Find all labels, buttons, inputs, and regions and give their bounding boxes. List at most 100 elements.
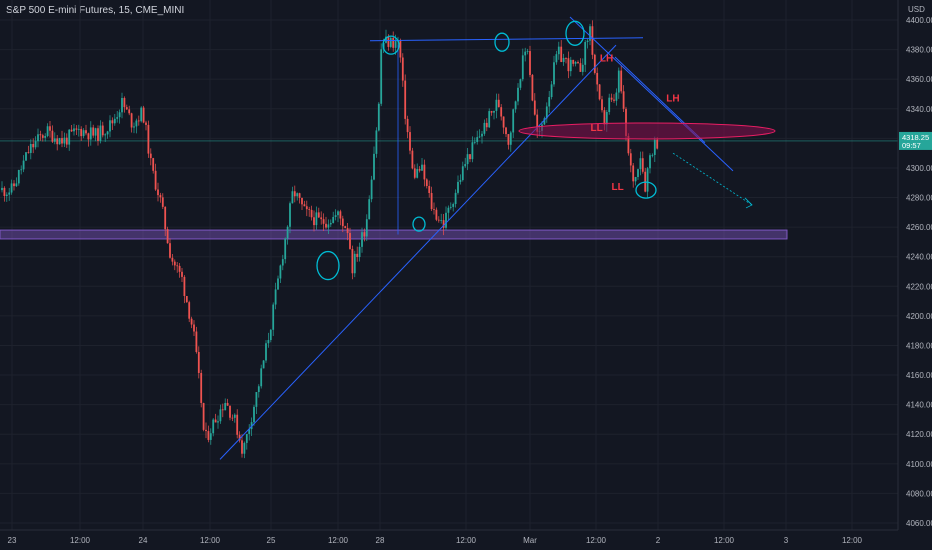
candle-body: [149, 153, 152, 159]
candle: [641, 151, 644, 174]
candle-body: [507, 134, 510, 145]
candle: [233, 413, 236, 423]
candle: [344, 225, 347, 229]
candle-body: [226, 402, 229, 406]
candle-body: [207, 431, 210, 440]
candle-body: [617, 70, 620, 93]
candle-body: [404, 80, 407, 119]
candle: [99, 120, 102, 144]
candle: [116, 110, 119, 123]
candle-body: [430, 193, 433, 210]
candle: [329, 219, 332, 227]
candle-body: [49, 126, 51, 131]
candle-body: [133, 126, 135, 128]
candle-body: [334, 215, 337, 217]
candle: [85, 124, 87, 136]
candle: [493, 110, 495, 120]
candle-body: [577, 62, 579, 64]
candle: [526, 48, 529, 55]
candle-body: [13, 183, 15, 187]
candle-body: [385, 36, 387, 43]
candle: [147, 120, 150, 158]
candle-body: [265, 343, 267, 361]
candle: [550, 81, 553, 100]
candle-body: [140, 107, 143, 122]
candle-body: [106, 131, 109, 135]
candle: [385, 29, 387, 44]
price-tick-label: 4180.00: [906, 341, 932, 350]
candle-body: [238, 434, 241, 441]
candle: [598, 84, 601, 101]
time-tick-label: 12:00: [586, 536, 607, 545]
candle-body: [164, 206, 167, 230]
candle-body: [409, 132, 411, 151]
candle-body: [269, 329, 272, 340]
candle-body: [533, 100, 536, 115]
candle: [401, 53, 404, 87]
candle-body: [353, 253, 356, 274]
candle-body: [341, 218, 344, 227]
support-zone: [0, 229, 788, 240]
candle: [109, 115, 111, 138]
candle-body: [548, 97, 551, 107]
candle-body: [373, 153, 375, 180]
candle-body: [89, 127, 92, 140]
candle: [363, 228, 366, 242]
candle: [241, 434, 243, 458]
candle: [34, 136, 37, 150]
candle-body: [586, 40, 589, 43]
candle-body: [195, 331, 198, 353]
candle: [315, 206, 318, 230]
candle-body: [502, 116, 505, 128]
candle-body: [142, 107, 145, 123]
candle-body: [608, 97, 611, 113]
candle-body: [145, 122, 147, 125]
candle: [334, 209, 337, 221]
candle-body: [320, 217, 323, 220]
candle-body: [627, 135, 630, 154]
time-tick-label: Mar: [523, 536, 537, 545]
candle-body: [545, 106, 548, 119]
candle-body: [500, 107, 503, 117]
candle: [106, 130, 109, 139]
candle: [622, 85, 625, 112]
time-tick-label: 12:00: [456, 536, 477, 545]
candle: [476, 130, 479, 145]
candle-body: [519, 79, 522, 88]
candle-body: [649, 155, 651, 169]
candle: [452, 202, 455, 212]
candle-body: [188, 302, 191, 319]
candle-body: [274, 289, 277, 305]
candle-body: [46, 126, 49, 136]
candle: [133, 122, 135, 134]
candle-body: [550, 84, 553, 98]
candle-body: [202, 402, 205, 430]
candle-body: [315, 212, 318, 226]
candle: [533, 93, 536, 116]
candle: [63, 132, 66, 148]
candle-body: [25, 152, 27, 161]
candle-body: [442, 220, 445, 228]
candle: [644, 167, 647, 193]
candle-body: [154, 170, 157, 190]
candle: [349, 227, 351, 250]
candle: [497, 93, 500, 108]
candle: [445, 206, 447, 231]
candle-body: [406, 118, 409, 133]
candle-body: [466, 154, 469, 165]
candle: [113, 113, 116, 126]
candle: [589, 23, 591, 46]
candle-body: [368, 199, 371, 220]
candle-body: [622, 91, 625, 109]
candle-body: [291, 191, 294, 204]
candle-body: [481, 133, 483, 137]
candle: [284, 237, 287, 264]
candle-body: [584, 42, 587, 65]
candle: [257, 384, 260, 398]
candle-body: [94, 128, 97, 136]
candle: [464, 157, 467, 168]
candle: [303, 200, 306, 207]
candle: [617, 67, 620, 99]
candle-body: [605, 112, 608, 125]
